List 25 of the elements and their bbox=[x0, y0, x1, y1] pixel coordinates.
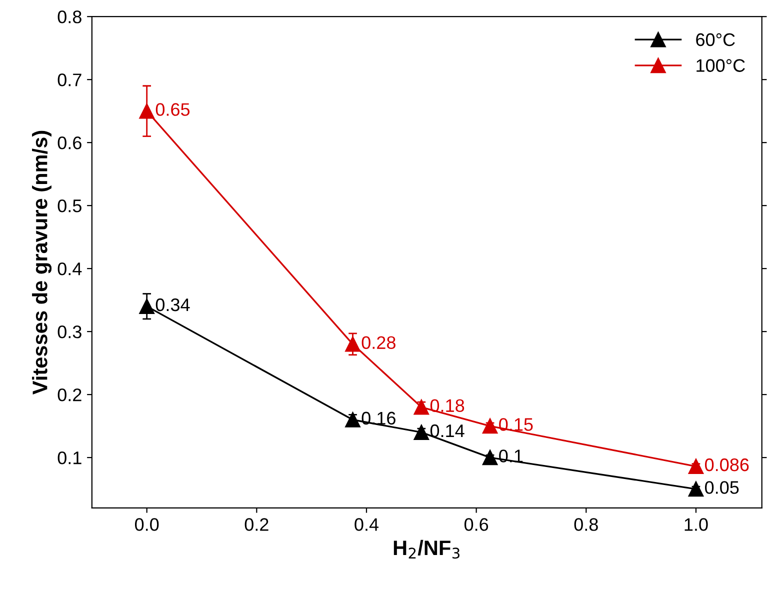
legend-label: 60°C bbox=[696, 33, 735, 46]
data-label: 0.14 bbox=[430, 424, 464, 438]
x-tick-label: 0.8 bbox=[574, 518, 598, 531]
x-tick-label: 0.6 bbox=[464, 518, 488, 531]
x-tick-label: 0.4 bbox=[354, 518, 379, 531]
y-tick-label: 0.6 bbox=[58, 136, 82, 150]
y-tick-label: 0.1 bbox=[58, 451, 82, 464]
x-tick-label: 0.2 bbox=[244, 518, 268, 531]
x-tick-label: 0.0 bbox=[134, 518, 159, 531]
data-label: 0.28 bbox=[362, 336, 396, 349]
data-label: 0.65 bbox=[156, 103, 190, 116]
data-label: 0.086 bbox=[705, 458, 749, 472]
y-axis-title: Vitesses de gravure (nm/s) bbox=[32, 130, 52, 394]
legend-label: 100°C bbox=[696, 59, 745, 72]
x-axis-title: H$_{2}$/NF$_{3}$ bbox=[394, 540, 460, 559]
y-tick-label: 0.4 bbox=[58, 262, 82, 276]
x-tick-label: 1.0 bbox=[684, 518, 708, 531]
y-tick-label: 0.3 bbox=[58, 325, 82, 338]
data-label: 0.18 bbox=[430, 399, 464, 412]
y-tick-label: 0.8 bbox=[58, 10, 82, 24]
y-tick-label: 0.2 bbox=[58, 388, 82, 402]
y-tick-label: 0.7 bbox=[58, 74, 82, 86]
data-label: 0.34 bbox=[156, 298, 190, 312]
data-label: 0.05 bbox=[705, 481, 739, 494]
y-tick-label: 0.5 bbox=[58, 199, 82, 212]
